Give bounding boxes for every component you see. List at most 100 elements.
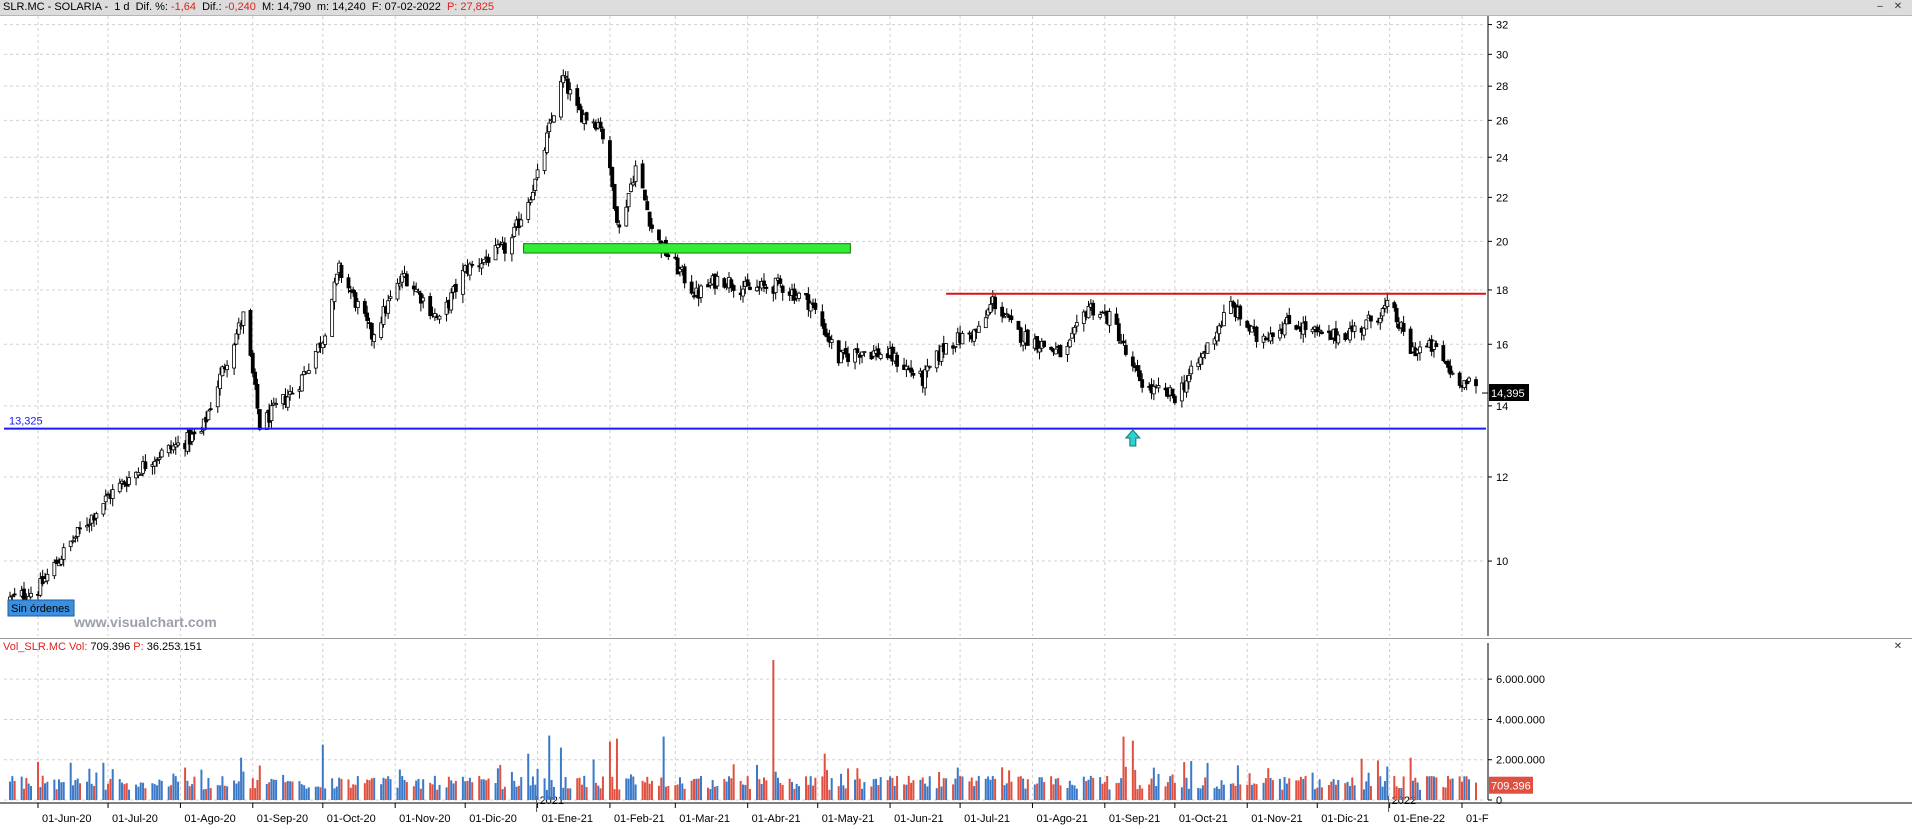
volume-bar bbox=[664, 786, 667, 800]
volume-bar bbox=[436, 789, 439, 800]
volume-bar bbox=[1157, 773, 1160, 800]
time-tick-label: 01-Nov-21 bbox=[1251, 813, 1302, 825]
volume-bar bbox=[1332, 779, 1335, 800]
volume-bar bbox=[1409, 757, 1412, 800]
volume-bar bbox=[697, 778, 700, 800]
candle-body bbox=[232, 344, 237, 369]
candle-body bbox=[853, 348, 857, 363]
price-tick-label: 12 bbox=[1496, 472, 1508, 484]
volume-bar bbox=[1082, 776, 1085, 800]
dif-pct-value: -1,64 bbox=[170, 1, 197, 13]
volume-bar bbox=[1040, 777, 1043, 800]
volume-bar bbox=[305, 788, 308, 800]
volume-bar bbox=[1043, 782, 1046, 800]
volume-bar bbox=[1304, 775, 1307, 800]
volume-bar bbox=[798, 786, 801, 800]
volume-bar bbox=[891, 777, 894, 800]
candle-body bbox=[608, 140, 612, 169]
candle-body bbox=[1098, 314, 1103, 318]
price-tick-label: 22 bbox=[1496, 192, 1508, 204]
volume-bar bbox=[333, 788, 336, 800]
volume-bar bbox=[692, 778, 695, 800]
volume-bar bbox=[935, 788, 938, 800]
candle-body bbox=[1058, 345, 1063, 358]
volume-bar bbox=[1458, 776, 1461, 800]
price-tick-label: 32 bbox=[1496, 20, 1508, 32]
volume-bar bbox=[1036, 783, 1039, 800]
candle-body bbox=[1352, 325, 1357, 332]
candle-body bbox=[379, 322, 384, 338]
candle-body bbox=[1336, 334, 1341, 344]
close-icon[interactable]: ✕ bbox=[1893, 1, 1903, 12]
candle-body bbox=[1170, 388, 1175, 397]
candle-body bbox=[411, 285, 416, 290]
minimize-icon[interactable]: – bbox=[1877, 1, 1883, 12]
volume-bar bbox=[667, 785, 670, 800]
volume-bar bbox=[289, 781, 292, 800]
volume-bar bbox=[1197, 787, 1200, 800]
volume-bar bbox=[104, 789, 107, 800]
candle-body bbox=[234, 333, 239, 345]
volume-bar bbox=[984, 778, 987, 800]
candle-body bbox=[509, 237, 514, 255]
candle-body bbox=[437, 315, 442, 320]
candle-body bbox=[666, 254, 671, 258]
volume-bar bbox=[1295, 780, 1298, 800]
time-tick-label: 01-Jun-21 bbox=[894, 813, 944, 825]
candle-body bbox=[895, 354, 899, 367]
volume-close-icon[interactable]: ✕ bbox=[1893, 641, 1903, 652]
candle-body bbox=[87, 523, 92, 526]
volume-bar bbox=[618, 789, 621, 800]
candle-body bbox=[1317, 329, 1322, 332]
volume-bar bbox=[1136, 789, 1139, 800]
volume-bar bbox=[1269, 777, 1272, 800]
support-zone-rect bbox=[523, 243, 851, 254]
candle-body bbox=[911, 372, 916, 376]
volume-bar bbox=[879, 777, 882, 800]
volume-bar bbox=[107, 783, 110, 800]
candle-body bbox=[545, 132, 549, 153]
candle-body bbox=[75, 526, 80, 537]
volume-bar bbox=[251, 778, 254, 800]
volume-bar bbox=[1411, 780, 1414, 800]
panel-separator bbox=[0, 638, 1912, 639]
volume-bar bbox=[795, 783, 798, 800]
volume-bar bbox=[466, 780, 469, 800]
volume-bar bbox=[924, 783, 927, 800]
overlays[interactable]: 13,325 14,395 709.396 www.visualchart.comSi… bbox=[4, 243, 1533, 794]
volume-bar bbox=[237, 781, 240, 800]
volume-bar bbox=[331, 778, 334, 800]
volume-bar bbox=[942, 778, 945, 800]
candle-body bbox=[449, 292, 454, 311]
volume-bar bbox=[270, 778, 273, 800]
watermark-text: www.visualchart.com bbox=[73, 614, 217, 630]
candle-body bbox=[71, 540, 75, 543]
volume-bar bbox=[1152, 767, 1155, 800]
candle-body bbox=[306, 370, 311, 374]
volume-bar bbox=[711, 779, 714, 800]
volume-bar bbox=[1239, 784, 1242, 800]
candle-body bbox=[299, 374, 304, 392]
candle-body bbox=[320, 342, 325, 349]
time-tick-label: 01-Oct-21 bbox=[1179, 813, 1228, 825]
volume-bar bbox=[1418, 789, 1421, 800]
min-value: 14,240 bbox=[332, 1, 366, 13]
volume-bar bbox=[1465, 776, 1468, 800]
candle-body bbox=[428, 295, 433, 317]
volume-bar bbox=[1017, 776, 1020, 800]
volume-bar bbox=[191, 784, 194, 800]
volume-bar bbox=[1365, 781, 1368, 800]
volume-bar bbox=[1166, 782, 1169, 800]
candle-body bbox=[414, 288, 419, 293]
volume-bar bbox=[158, 779, 161, 800]
volume-bar bbox=[1360, 758, 1363, 800]
volume-bar bbox=[940, 786, 943, 800]
time-axis: 01-Jun-20 01-Jul-20 01-Ago-20 01-Sep-20 01-O… bbox=[37, 795, 1489, 825]
volume-bar bbox=[765, 780, 768, 800]
candle-body bbox=[923, 369, 927, 389]
candle-body bbox=[1348, 328, 1352, 341]
volume-tick-label: 2.000.000 bbox=[1496, 755, 1545, 767]
volume-bar bbox=[938, 771, 941, 800]
candle-body bbox=[1196, 362, 1201, 368]
